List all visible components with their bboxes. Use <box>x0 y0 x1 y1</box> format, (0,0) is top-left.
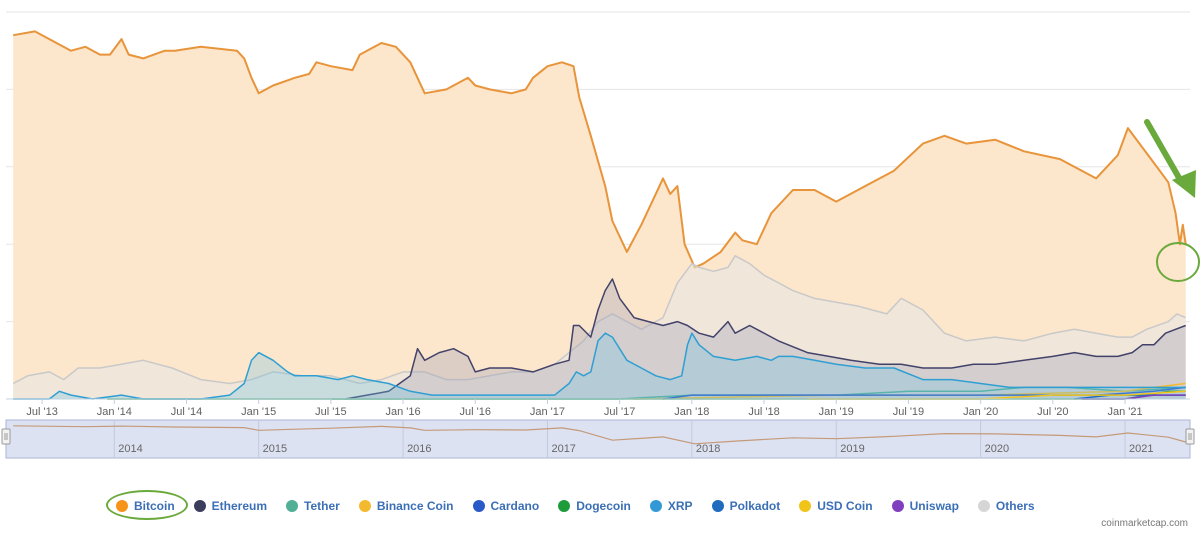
x-tick-label: Jul '15 <box>315 406 346 418</box>
x-tick-label: Jan '16 <box>386 406 421 418</box>
legend-label: Uniswap <box>909 499 959 513</box>
navigator-year-label: 2021 <box>1129 443 1153 455</box>
source-credit: coinmarketcap.com <box>1101 518 1188 529</box>
legend-label: Tether <box>304 499 340 513</box>
x-axis-tick-labels: Jul '13 Jan '14 Jul '14 Jan '15 Jul '15 Jan '… <box>26 399 1143 418</box>
legend-label: USD Coin <box>817 499 873 513</box>
x-tick-label: Jul '17 <box>604 406 635 418</box>
navigator-year-label: 2017 <box>551 443 575 455</box>
legend-item-tether[interactable]: Tether <box>286 499 340 513</box>
bitcoin-dip-circle <box>1156 242 1200 282</box>
legend-marker-icon <box>649 500 662 512</box>
x-tick-label: Jan '20 <box>963 406 998 418</box>
navigator-year-label: 2014 <box>118 443 142 455</box>
legend-label: Binance Coin <box>376 499 454 513</box>
x-tick-label: Jul '20 <box>1037 406 1068 418</box>
annotations <box>1144 119 1200 282</box>
legend-marker-icon <box>891 500 904 512</box>
legend-item-polkadot[interactable]: Polkadot <box>711 499 781 513</box>
legend-marker-icon <box>711 500 724 512</box>
x-tick-label: Jan '18 <box>674 406 709 418</box>
legend-label: Cardano <box>490 499 540 513</box>
series-area-xrp <box>13 333 1186 399</box>
x-tick-label: Jan '17 <box>530 406 565 418</box>
legend-marker-icon <box>472 500 485 512</box>
series-cardano[interactable] <box>662 386 1186 400</box>
navigator-year-label: 2015 <box>263 443 287 455</box>
legend-item-uniswap[interactable]: Uniswap <box>891 499 959 513</box>
x-tick-label: Jul '18 <box>748 406 779 418</box>
navigator-series-line <box>13 425 1186 445</box>
legend-label: Others <box>995 499 1035 513</box>
series-area-ethereum <box>345 279 1186 399</box>
x-tick-label: Jan '14 <box>97 406 132 418</box>
legend-label: XRP <box>667 499 693 513</box>
x-tick-label: Jul '16 <box>460 406 491 418</box>
green-arrow-icon <box>1144 119 1196 198</box>
series-others[interactable] <box>12 255 1187 399</box>
navigator-handle-right[interactable] <box>1185 428 1195 445</box>
navigator[interactable]: 2014 2015 2016 2017 2018 2019 2020 2021 <box>1 419 1195 459</box>
navigator-year-label: 2016 <box>407 443 431 455</box>
legend-item-others[interactable]: Others <box>977 499 1035 513</box>
legend-item-binance-coin[interactable]: Binance Coin <box>358 499 454 513</box>
x-tick-label: Jul '14 <box>171 406 202 418</box>
legend-item-cardano[interactable]: Cardano <box>472 499 540 513</box>
legend-item-xrp[interactable]: XRP <box>649 499 693 513</box>
x-tick-label: Jul '19 <box>893 406 924 418</box>
legend-marker-icon <box>116 500 128 512</box>
legend-marker-icon <box>358 500 371 512</box>
legend-marker-icon <box>286 500 299 512</box>
series-line-others[interactable] <box>12 255 1187 385</box>
x-tick-label: Jan '21 <box>1107 406 1142 418</box>
x-tick-label: Jan '15 <box>241 406 276 418</box>
legend-label: Polkadot <box>729 499 781 513</box>
series-line-xrp[interactable] <box>13 332 1186 400</box>
series-line-ethereum[interactable] <box>345 278 1186 400</box>
legend-label: Ethereum <box>211 499 268 513</box>
legend-label: Bitcoin <box>134 499 175 513</box>
series-layer <box>12 30 1187 400</box>
x-tick-label: Jul '13 <box>26 406 57 418</box>
navigator-year-label: 2018 <box>696 443 720 455</box>
series-xrp[interactable] <box>13 332 1186 400</box>
legend-item-dogecoin[interactable]: Dogecoin <box>558 499 631 513</box>
legend-marker-icon <box>977 500 990 512</box>
series-line-bitcoin[interactable] <box>13 30 1187 269</box>
series-line-cardano[interactable] <box>662 386 1186 400</box>
series-ethereum[interactable] <box>345 278 1186 400</box>
navigator-range[interactable] <box>5 419 1191 459</box>
legend-item-ethereum[interactable]: Ethereum <box>193 499 268 513</box>
legend-label: Dogecoin <box>576 499 631 513</box>
legend-item-usd-coin[interactable]: USD Coin <box>799 499 873 513</box>
legend-marker-icon <box>558 500 571 512</box>
legend-item-bitcoin[interactable]: Bitcoin <box>116 499 175 513</box>
navigator-year-label: 2020 <box>985 443 1009 455</box>
navigator-year-label: 2019 <box>840 443 864 455</box>
series-area-others <box>13 255 1186 399</box>
legend-marker-icon <box>799 500 812 512</box>
legend: Bitcoin Ethereum Tether Binance Coin Cardano… <box>116 497 1054 515</box>
legend-marker-icon <box>193 500 206 512</box>
navigator-handle-left[interactable] <box>1 428 11 445</box>
x-tick-label: Jan '19 <box>819 406 854 418</box>
